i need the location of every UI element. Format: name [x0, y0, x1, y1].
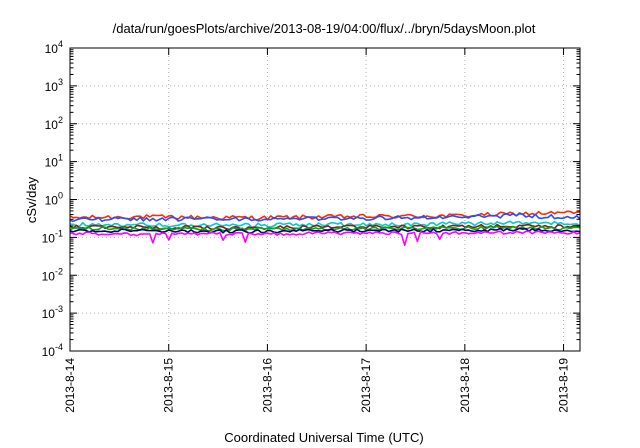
- series-line: [69, 227, 581, 234]
- x-axis-label: Coordinated Universal Time (UTC): [224, 430, 423, 445]
- x-tick-label: 2013-8-17: [359, 358, 373, 413]
- series-line: [69, 220, 581, 228]
- series-line: [69, 212, 581, 223]
- y-axis-label: cSv/day: [24, 176, 39, 223]
- y-tick-label: 100: [45, 191, 63, 208]
- x-tick-label: 2013-8-16: [260, 358, 274, 413]
- series-layer: [69, 210, 581, 247]
- x-tick-label: 2013-8-15: [162, 358, 176, 413]
- x-tick-label: 2013-8-14: [63, 358, 77, 413]
- x-axis: 2013-8-14 2013-8-15 2013-8-16 2013-8-17 2013…: [63, 48, 571, 413]
- x-tick-label: 2013-8-19: [557, 358, 571, 413]
- x-tick-label: 2013-8-18: [458, 358, 472, 413]
- y-tick-label: 10-2: [42, 266, 63, 283]
- series-line: [69, 230, 581, 247]
- chart-title: /data/run/goesPlots/archive/2013-08-19/0…: [113, 21, 536, 36]
- y-tick-label: 103: [45, 77, 63, 94]
- grid: [70, 48, 580, 351]
- y-tick-label: 10-3: [42, 304, 63, 321]
- y-tick-label: 102: [45, 115, 63, 132]
- y-tick-label: 104: [45, 39, 63, 56]
- y-tick-label: 101: [45, 153, 63, 170]
- y-tick-label: 10-1: [42, 228, 63, 245]
- y-tick-label: 10-4: [42, 342, 63, 359]
